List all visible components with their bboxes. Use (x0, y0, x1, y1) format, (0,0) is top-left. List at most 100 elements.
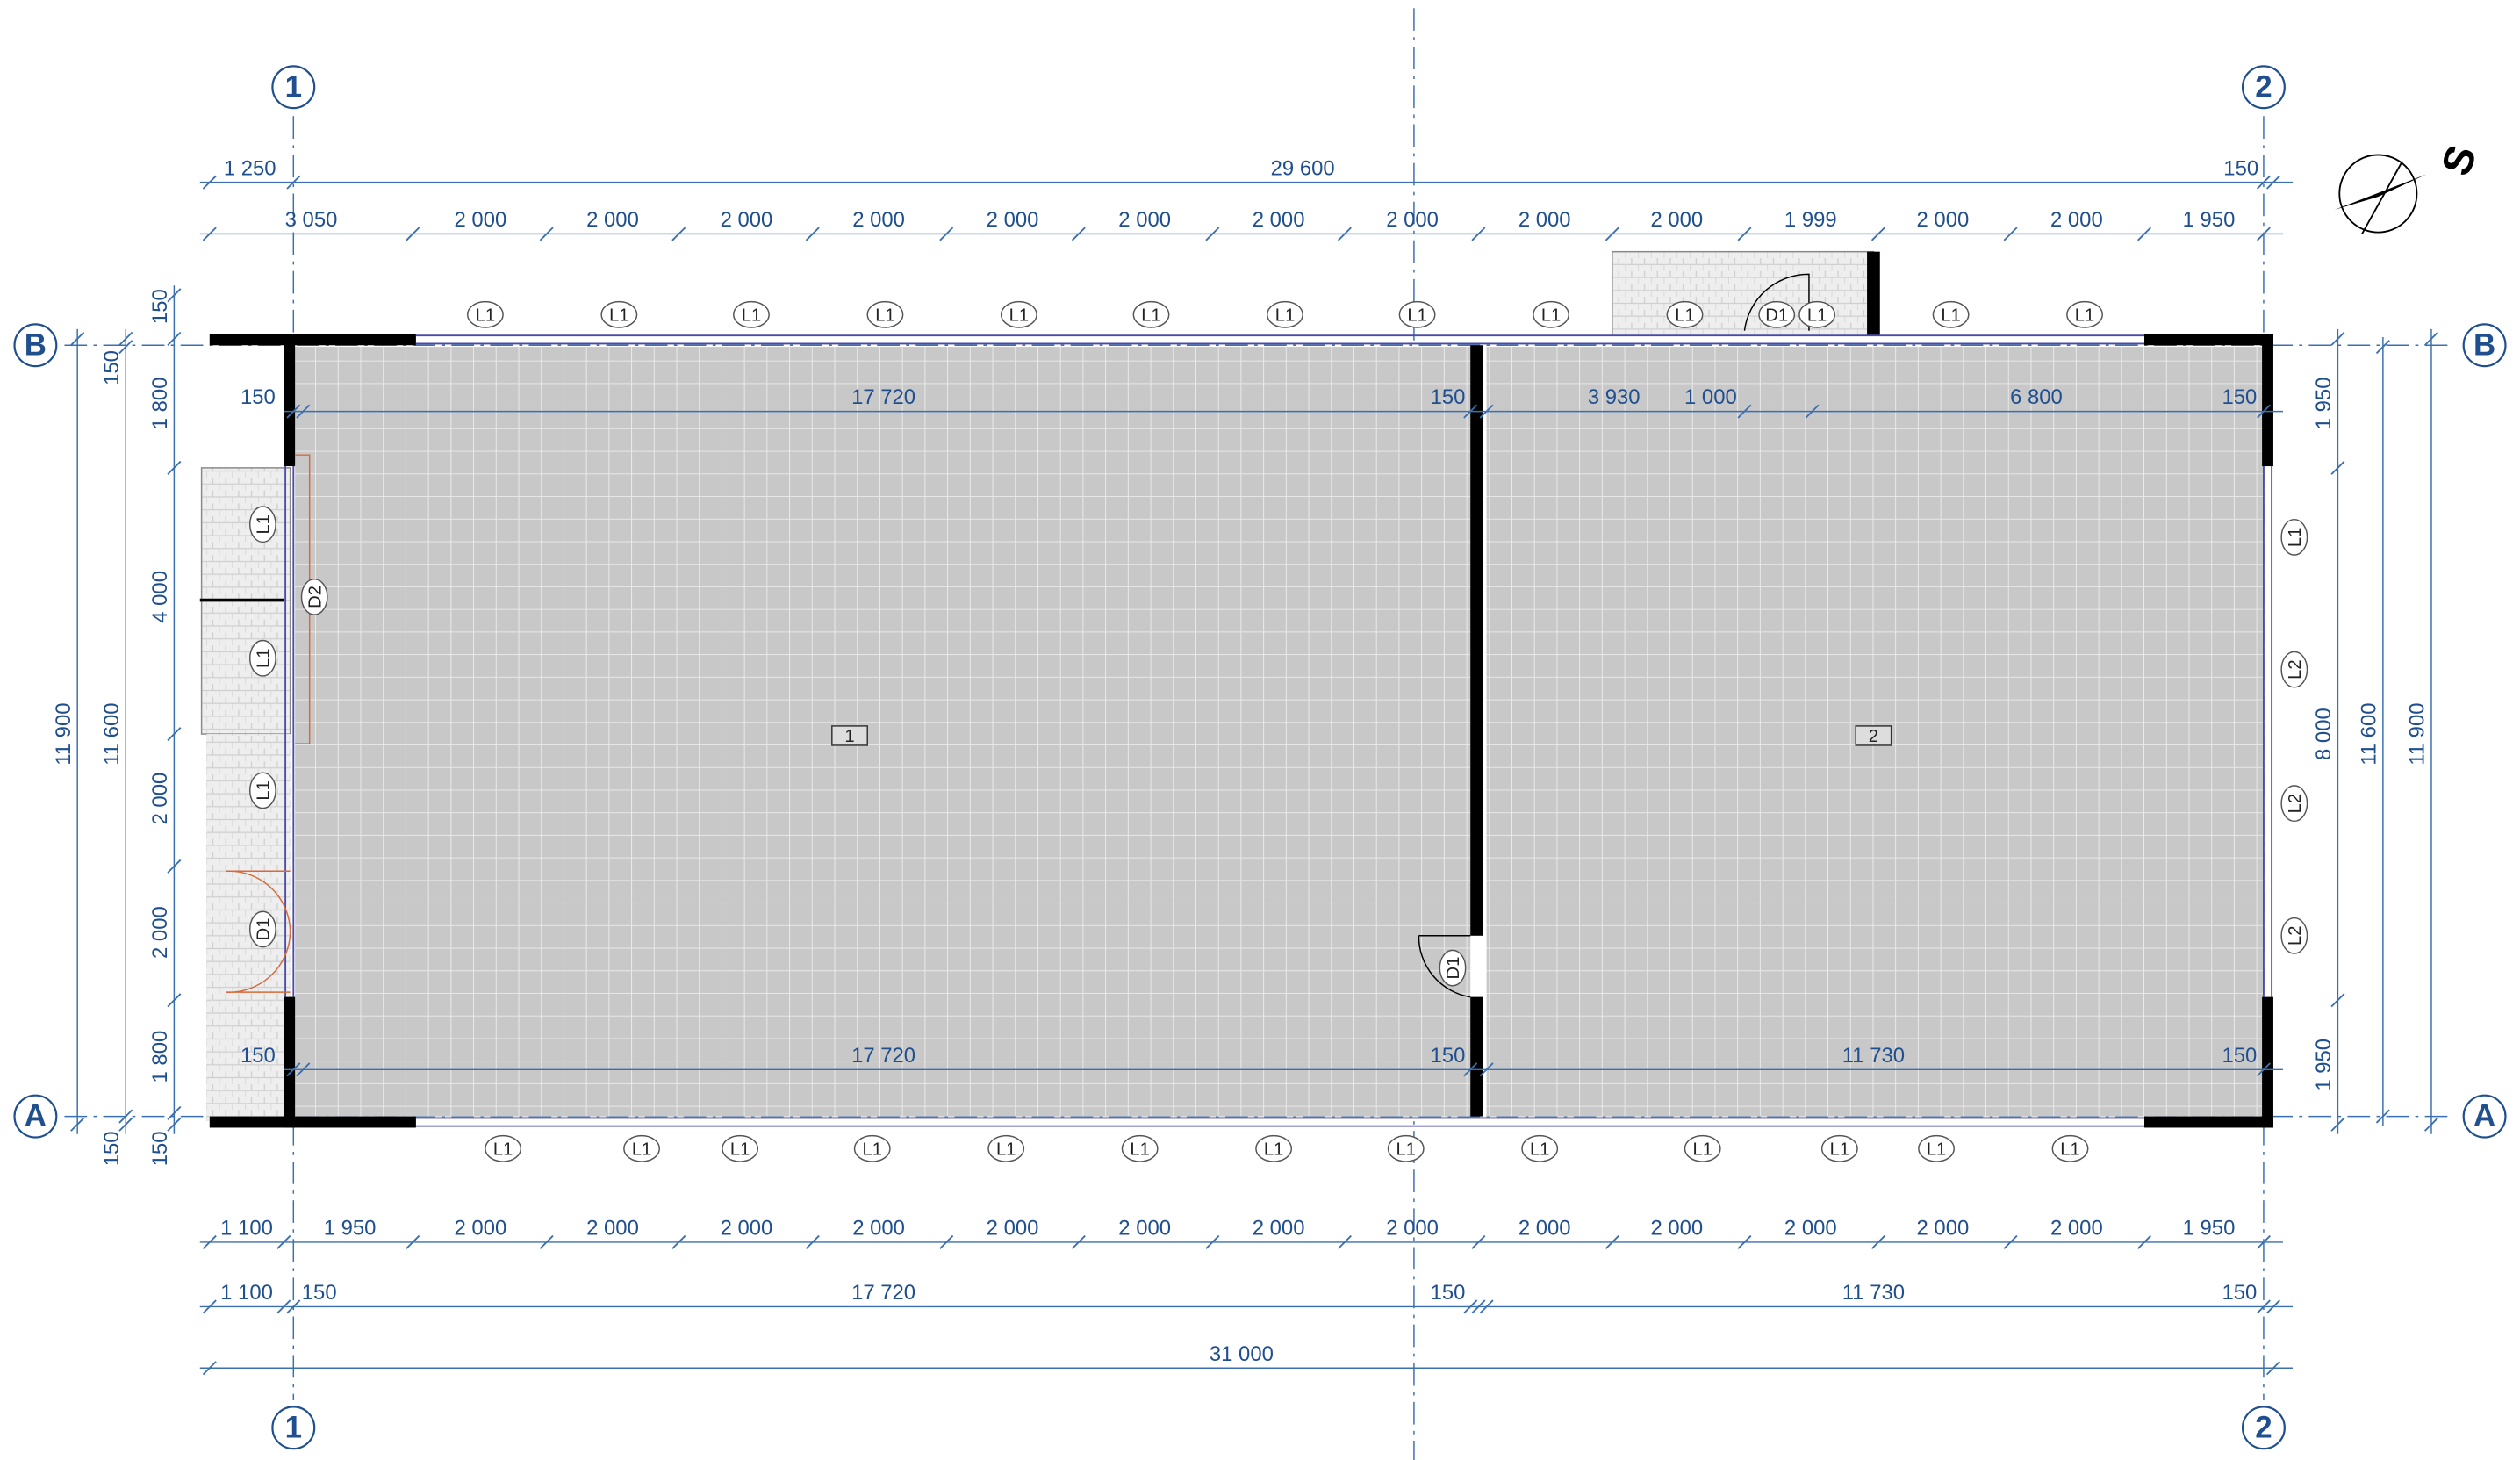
room-box (1855, 725, 1892, 746)
dimension-label: 2 000 (586, 208, 639, 232)
dimension-chain: 1 250 29 600 150 (199, 156, 2294, 190)
dimension-tick (296, 404, 311, 419)
dimension-tick (2423, 1117, 2438, 1132)
tag-label: L1 (1692, 1140, 1712, 1160)
walls (209, 251, 2273, 1128)
element-tag: L1 (866, 300, 904, 328)
dimension-tick (167, 1105, 182, 1120)
dimension-label: 1 999 (1784, 208, 1837, 232)
element-tag: L1 (1533, 300, 1569, 328)
tag-outline (1387, 1134, 1425, 1162)
dimension-tick (2003, 227, 2018, 241)
dimension-label: 150 (302, 1281, 337, 1305)
wall (1470, 345, 1483, 936)
grid-bubble: 2 (2241, 1406, 2286, 1450)
dimension-tick (276, 1299, 291, 1314)
dimension-tick (1605, 227, 1619, 241)
dimension-label: 2 000 (1118, 208, 1171, 232)
dimension-label: 2 000 (852, 1217, 905, 1241)
element-tag: L1 (1267, 300, 1303, 328)
element-tag: L1 (853, 1134, 891, 1162)
dimension-label: 2 000 (721, 1217, 773, 1241)
room-label: 2 (1855, 725, 1892, 746)
bubble-label: 2 (2255, 69, 2272, 104)
tag-outline (1255, 1134, 1293, 1162)
tag-outline (2280, 785, 2308, 823)
tag-outline (1666, 300, 1704, 328)
grid-bubble: 2 (2241, 65, 2286, 110)
dimension-tick (805, 1234, 820, 1249)
tag-outline (623, 1134, 661, 1162)
wall (2144, 334, 2273, 346)
element-tag: L1 (1132, 300, 1170, 328)
dimension-tick (1071, 1234, 1086, 1249)
wall (1867, 251, 1880, 336)
dimension-chain: 3 050 2 000 2 000 2 000 2 000 2 000 2 000 2 000… (199, 208, 2283, 241)
dimension-label: 2 000 (2050, 1217, 2103, 1241)
tag-label: L1 (1141, 306, 1160, 326)
dimension-tick (286, 404, 301, 419)
dimension-tick (539, 1234, 554, 1249)
dimension-tick (1463, 404, 1478, 419)
tag-outline (866, 300, 904, 328)
dimension-tick (1737, 227, 1752, 241)
dimension-label: 31 000 (1210, 1342, 1274, 1366)
dimension-tick (167, 1117, 182, 1132)
dimension-tick (167, 859, 182, 874)
dimension-tick (167, 727, 182, 742)
element-tag: L2 (2280, 785, 2308, 823)
dimension-label: 11 600 (2357, 702, 2380, 765)
element-tag: L2 (2280, 917, 2308, 954)
tag-label: L1 (2060, 1140, 2079, 1160)
element-tag: L1 (1820, 1134, 1858, 1162)
compass-line (2361, 161, 2403, 234)
dimension-tick (1870, 227, 1885, 241)
dimension-label: 150 (100, 350, 124, 385)
tag-outline (600, 300, 638, 328)
bubble-circle (2462, 1094, 2507, 1139)
dimension-tick (70, 331, 85, 346)
dimension-tick (1205, 1234, 1220, 1249)
room-floor (295, 347, 1471, 1117)
dimension-tick (2137, 227, 2152, 241)
tag-label: D1 (255, 918, 274, 941)
dimension-label: 11 900 (2406, 702, 2430, 765)
dimension-tick (671, 227, 686, 241)
dimension-tick (1479, 1062, 1494, 1077)
element-tag: L1 (1521, 1134, 1559, 1162)
dimension-tick (1463, 1062, 1478, 1077)
dimension-label: 2 000 (987, 208, 1039, 232)
dimension-label: 2 000 (148, 773, 172, 825)
tag-label: D1 (1765, 306, 1788, 326)
bubble-label: B (2473, 327, 2495, 362)
dimension-label: 2 000 (1650, 1217, 1703, 1241)
wall (2262, 334, 2273, 467)
wall (209, 1116, 416, 1128)
tag-outline (485, 1134, 522, 1162)
dimension-tick (1605, 1234, 1619, 1249)
dimension-label: 1 950 (2183, 1217, 2236, 1241)
tag-outline (1918, 1134, 1955, 1162)
bubble-circle (271, 65, 316, 110)
dimension-label: 1 950 (324, 1217, 377, 1241)
dimension-tick (167, 331, 182, 346)
room-label: 1 (831, 725, 868, 746)
tag-outline (1439, 949, 1467, 987)
dimension-tick (167, 288, 182, 303)
dimension-tick (2256, 1234, 2271, 1249)
dimension-label: 2 000 (1518, 1217, 1571, 1241)
dimension-tick (118, 1117, 133, 1132)
tag-outline (1684, 1134, 1721, 1162)
element-tag: L1 (600, 300, 638, 328)
bubble-circle (2462, 323, 2507, 368)
dimension-label: 2 000 (1917, 208, 1970, 232)
element-tag: L1 (1684, 1134, 1721, 1162)
doors (199, 273, 1810, 998)
tag-label: L2 (2286, 926, 2305, 946)
element-tag: L1 (2051, 1134, 2089, 1162)
dimension-label: 2 000 (1917, 1217, 1970, 1241)
dimension-tick (286, 175, 301, 190)
tag-outline (248, 910, 276, 948)
dimension-tick (1205, 227, 1220, 241)
